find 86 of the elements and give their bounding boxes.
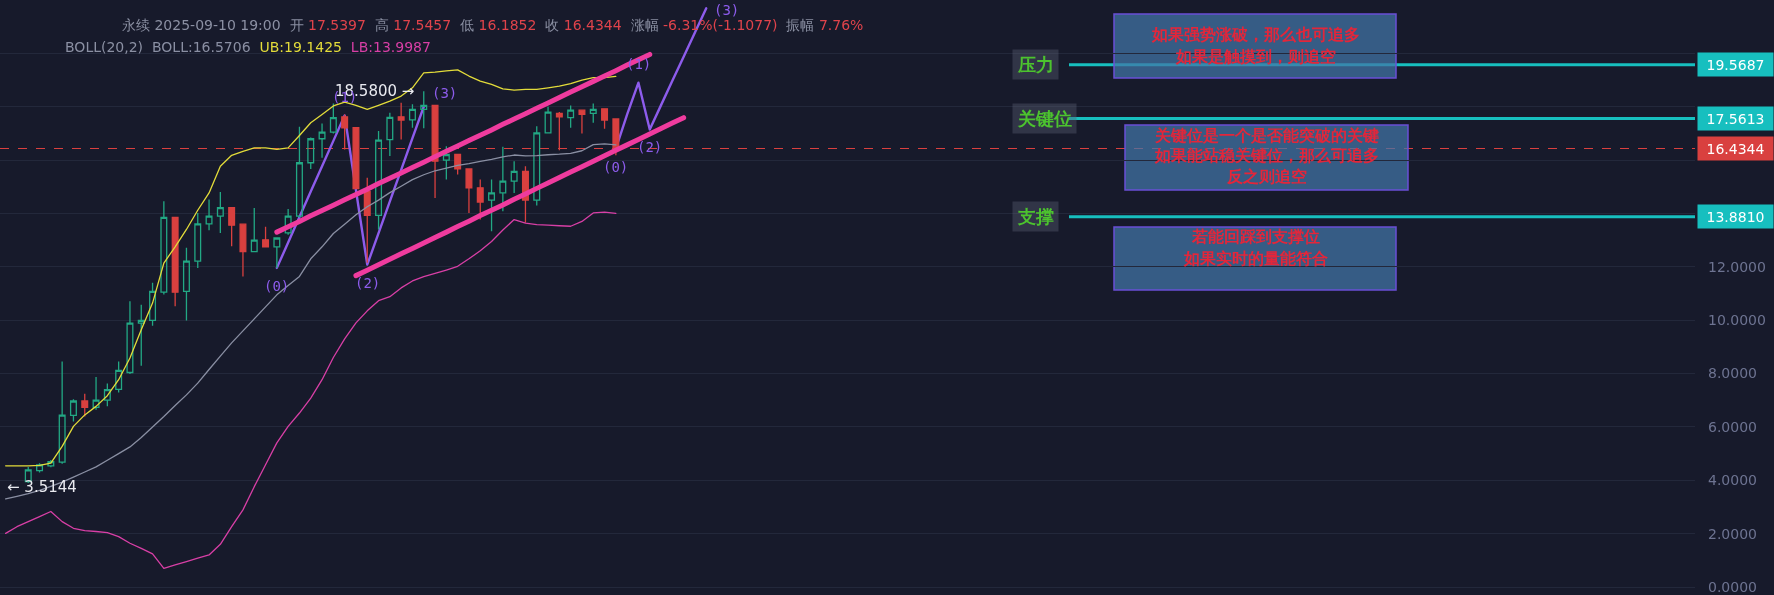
- legend-title: BOLL(20,2): [65, 39, 144, 55]
- candlestick: [601, 107, 609, 130]
- candlestick: [465, 167, 473, 214]
- candlestick: [329, 102, 337, 135]
- text: 永续 2025-09-10 19:00: [122, 17, 281, 33]
- candlestick: [442, 145, 450, 181]
- ref-line-label: 17.5613: [1706, 110, 1765, 127]
- candlestick: [273, 237, 281, 269]
- candlestick: [182, 247, 190, 322]
- candlestick: [420, 90, 428, 129]
- candlestick: [239, 222, 247, 278]
- candlestick: [149, 282, 157, 327]
- candlestick: [295, 126, 303, 219]
- candlestick: [194, 212, 202, 269]
- candlestick: [115, 360, 123, 394]
- annotation: 关键位: [1017, 108, 1072, 129]
- annotation: 低 16.1852: [460, 17, 537, 33]
- candlestick: [476, 178, 484, 221]
- text: LB:13.9987: [350, 39, 431, 55]
- annotation: 关键位是一个是否能突破的关键: [1154, 126, 1379, 145]
- candlestick: [284, 208, 292, 236]
- annotation: 高 17.5457: [374, 17, 452, 33]
- annotation: 若能回踩到支撑位: [1191, 227, 1320, 246]
- y-tick-label: 10.0000: [1708, 312, 1766, 329]
- candlestick: [81, 393, 89, 418]
- candlestick: [262, 226, 270, 248]
- ref-line-label: 16.4344: [1706, 140, 1765, 157]
- annotation: 振幅 7.76%: [786, 17, 864, 33]
- ref-line-label: 19.5687: [1706, 56, 1765, 73]
- annotation: (0): [603, 159, 629, 175]
- y-tick-label: 6.0000: [1708, 418, 1757, 435]
- candlestick: [250, 207, 258, 253]
- y-tick-label: 12.0000: [1708, 258, 1766, 275]
- annotation: 压力: [1017, 54, 1054, 75]
- candlestick: [375, 130, 383, 231]
- candlestick: [318, 122, 326, 159]
- candlestick: [216, 191, 224, 234]
- annotation: (2): [355, 275, 381, 291]
- annotation: 如果是触摸到，则追空: [1175, 47, 1336, 66]
- candlestick: [126, 300, 134, 375]
- candlestick: [307, 136, 315, 170]
- annotation: (3): [432, 85, 458, 101]
- candlestick: [228, 206, 236, 247]
- candlestick: [137, 304, 145, 367]
- y-tick-label: 0.0000: [1708, 578, 1757, 595]
- candlestick: [454, 153, 462, 176]
- annotation: 收 16.4344: [545, 17, 622, 33]
- candlestick: [386, 112, 394, 157]
- candlestick: [499, 146, 507, 212]
- candlestick: [408, 103, 416, 129]
- annotation: 如果实时的量能符合: [1183, 249, 1328, 268]
- candlestick: [488, 178, 496, 232]
- candlestick: [47, 459, 55, 468]
- candlestick: [397, 102, 405, 141]
- candlestick: [58, 360, 66, 465]
- candlestick: [578, 109, 586, 135]
- candlestick: [567, 104, 575, 129]
- candlestick: [160, 200, 168, 296]
- text: UB:19.1425: [259, 39, 342, 55]
- candlestick: [36, 462, 44, 474]
- candlestick: [510, 160, 518, 194]
- candlestick: [533, 125, 541, 207]
- candlestick: [544, 106, 552, 135]
- y-tick-label: 8.0000: [1708, 365, 1757, 382]
- candlestick: [92, 376, 100, 411]
- annotation: 如果能站稳关键位，那么可追多: [1154, 146, 1379, 165]
- candlestick: [171, 216, 179, 307]
- annotation: 反之则追空: [1226, 167, 1307, 186]
- annotation: (0): [264, 278, 290, 294]
- candlestick: [589, 102, 597, 124]
- annotation: 开 17.5397: [289, 17, 366, 33]
- y-tick-label: 4.0000: [1708, 472, 1757, 489]
- annotation: (3): [714, 2, 740, 18]
- line-series: [275, 105, 425, 270]
- text: BOLL:16.5706: [151, 39, 251, 55]
- candlestick: [363, 177, 371, 264]
- candlestick: [103, 382, 111, 408]
- annotation: 支撑: [1017, 206, 1054, 227]
- annotation: (2): [637, 139, 663, 155]
- candlestick: [205, 198, 213, 231]
- y-tick-label: 2.0000: [1708, 525, 1757, 542]
- candlestick: [612, 118, 620, 156]
- annotation: 如果强势涨破，那么也可追多: [1151, 25, 1360, 44]
- line-series: [5, 211, 617, 569]
- candlestick: [69, 398, 77, 423]
- ref-line-label: 13.8810: [1706, 208, 1765, 225]
